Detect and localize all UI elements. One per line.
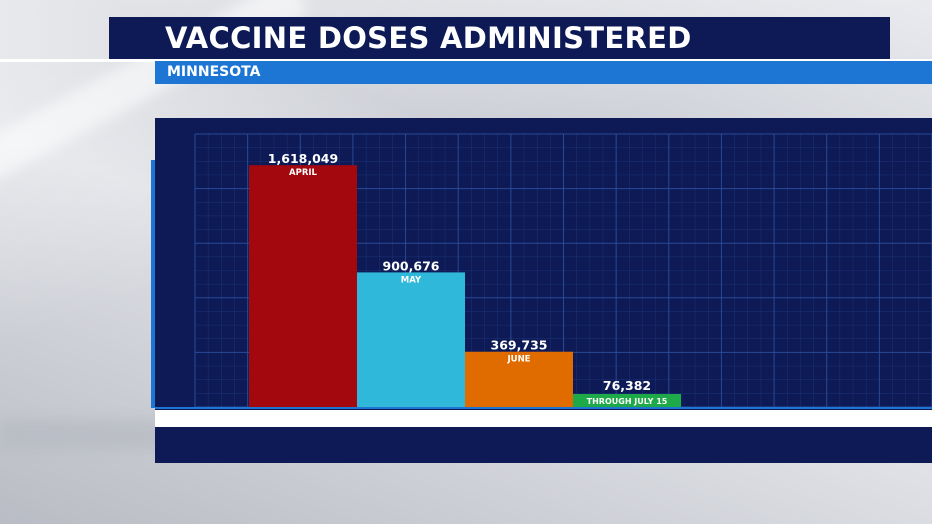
bar bbox=[357, 272, 465, 407]
bar-value-label: 1,618,049 bbox=[268, 151, 338, 166]
bar bbox=[249, 165, 357, 407]
chart-footer-strip bbox=[155, 410, 932, 427]
bar-category-label: MAY bbox=[401, 275, 422, 285]
bar-value-label: 76,382 bbox=[603, 378, 651, 393]
chart-subtitle: MINNESOTA bbox=[167, 64, 261, 80]
bar bbox=[573, 394, 681, 407]
chart-title: VACCINE DOSES ADMINISTERED bbox=[165, 21, 692, 55]
bar-value-label: 369,735 bbox=[491, 338, 548, 353]
bar-series: 1,618,049 APRIL 900,676 MAY 369,735 JUNE 76,38… bbox=[249, 151, 681, 407]
chart-baseline bbox=[155, 407, 932, 409]
bar-category-label: THROUGH JULY 15 bbox=[587, 397, 668, 406]
bar bbox=[465, 351, 573, 407]
bar-category-label: JUNE bbox=[507, 355, 531, 365]
title-divider bbox=[0, 59, 932, 62]
panel-accent bbox=[151, 160, 155, 408]
title-banner: VACCINE DOSES ADMINISTERED bbox=[109, 17, 890, 59]
bar-category-label: APRIL bbox=[289, 168, 318, 178]
bar-value-label: 900,676 bbox=[383, 258, 440, 273]
subtitle-banner: MINNESOTA bbox=[155, 61, 932, 84]
